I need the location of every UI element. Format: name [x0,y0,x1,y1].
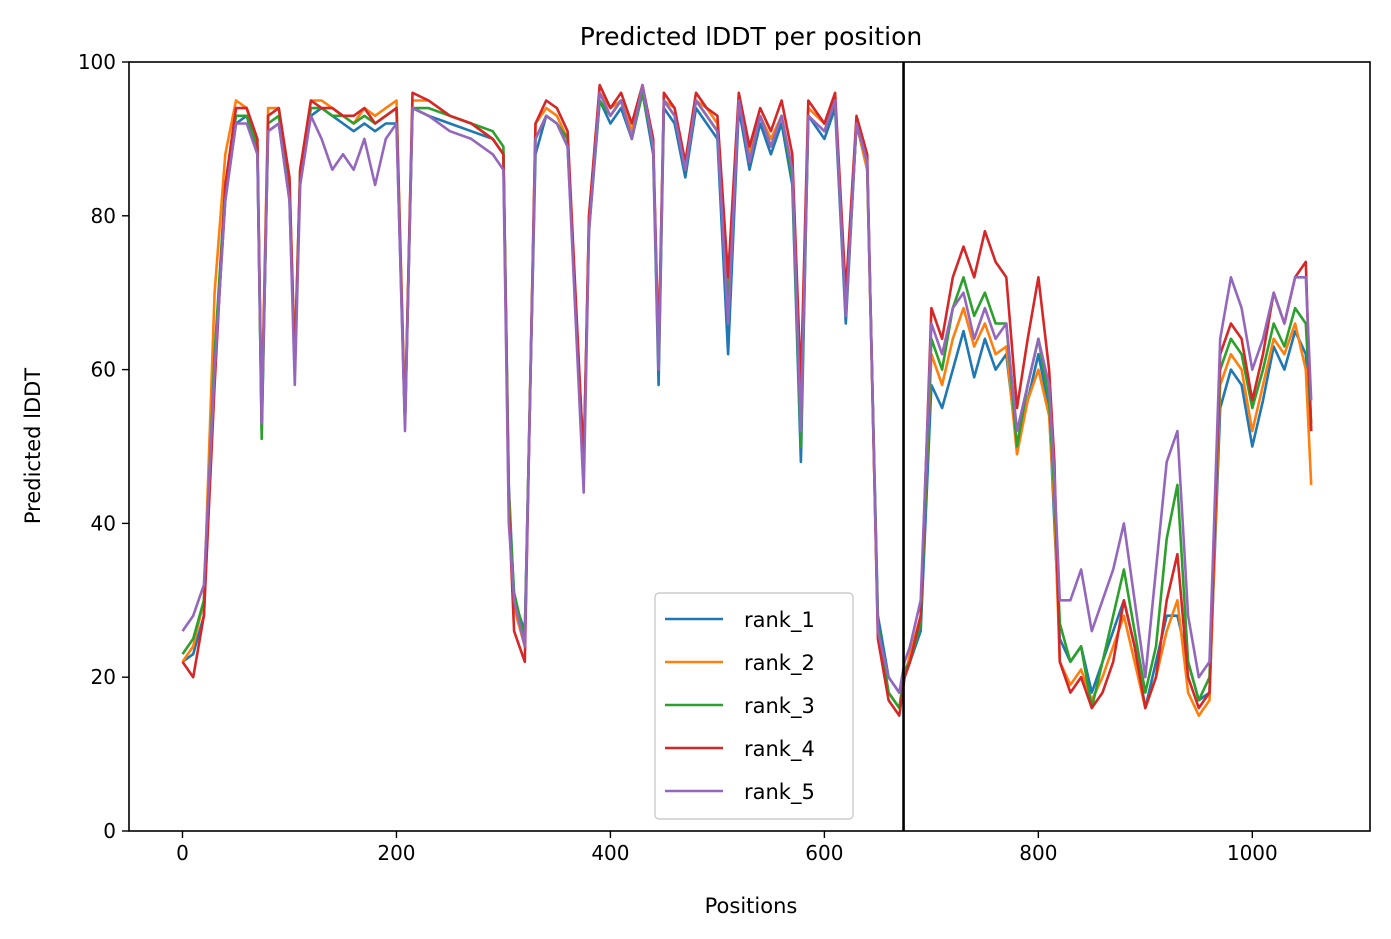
legend: rank_1 rank_2 rank_3 rank_4 rank_5 [654,592,854,820]
y-axis-label: Predicted lDDT [21,368,45,524]
x-axis-label: Positions [705,894,798,918]
y-tick-label: 80 [91,204,116,228]
x-tick-label: 1000 [1227,841,1278,865]
y-tick-label: 0 [103,819,116,843]
x-tick-label: 400 [591,841,629,865]
y-tick-label: 40 [91,511,116,535]
y-tick-label: 20 [91,665,116,689]
x-tick-label: 200 [377,841,415,865]
x-tick-label: 800 [1019,841,1057,865]
legend-box [654,592,854,820]
plot-area [181,62,1313,831]
x-tick-label: 600 [805,841,843,865]
axes: 0 200 400 600 800 1000 0 20 40 60 80 100 [78,50,1371,865]
y-tick-label: 60 [91,358,116,382]
legend-label-rank-2: rank_2 [744,651,815,676]
series-line-rank-5 [181,83,1313,694]
legend-label-rank-1: rank_1 [744,608,815,633]
series-line-rank-4 [181,83,1313,717]
legend-label-rank-5: rank_5 [744,780,815,805]
plot-frame [128,61,1371,832]
x-tick-label: 0 [176,841,189,865]
legend-label-rank-3: rank_3 [744,694,815,719]
legend-label-rank-4: rank_4 [744,737,815,762]
chart-title: Predicted lDDT per position [580,22,922,51]
y-tick-label: 100 [78,50,116,74]
